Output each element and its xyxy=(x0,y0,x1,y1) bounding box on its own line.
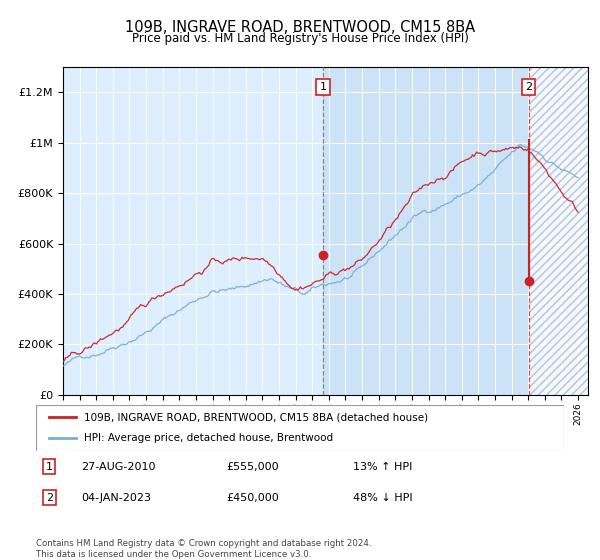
Text: 2: 2 xyxy=(46,493,53,503)
Text: 48% ↓ HPI: 48% ↓ HPI xyxy=(353,493,412,503)
Text: 1: 1 xyxy=(46,461,53,472)
Text: £555,000: £555,000 xyxy=(226,461,279,472)
Text: Contains HM Land Registry data © Crown copyright and database right 2024.
This d: Contains HM Land Registry data © Crown c… xyxy=(36,539,371,559)
Text: HPI: Average price, detached house, Brentwood: HPI: Average price, detached house, Bren… xyxy=(83,433,332,444)
Text: 2: 2 xyxy=(525,82,532,92)
Text: 1: 1 xyxy=(320,82,326,92)
Bar xyxy=(529,67,588,395)
FancyBboxPatch shape xyxy=(36,405,564,451)
Text: 04-JAN-2023: 04-JAN-2023 xyxy=(81,493,151,503)
Text: Price paid vs. HM Land Registry's House Price Index (HPI): Price paid vs. HM Land Registry's House … xyxy=(131,32,469,45)
Text: 27-AUG-2010: 27-AUG-2010 xyxy=(81,461,155,472)
Text: 13% ↑ HPI: 13% ↑ HPI xyxy=(353,461,412,472)
Text: £450,000: £450,000 xyxy=(226,493,279,503)
Text: 109B, INGRAVE ROAD, BRENTWOOD, CM15 8BA (detached house): 109B, INGRAVE ROAD, BRENTWOOD, CM15 8BA … xyxy=(83,412,428,422)
Bar xyxy=(323,67,529,395)
Text: 109B, INGRAVE ROAD, BRENTWOOD, CM15 8BA: 109B, INGRAVE ROAD, BRENTWOOD, CM15 8BA xyxy=(125,20,475,35)
